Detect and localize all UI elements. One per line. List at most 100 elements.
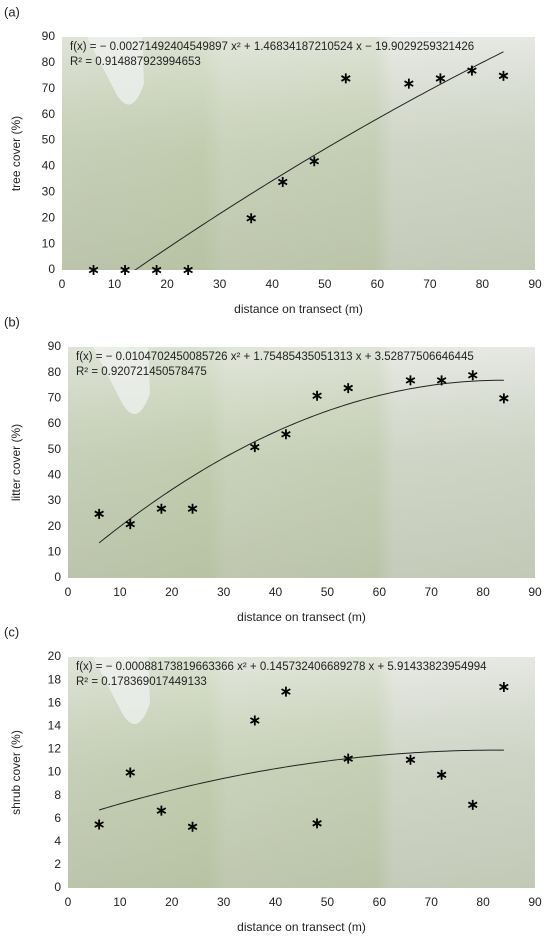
asterisk-marker bbox=[405, 754, 416, 765]
x-tick-label: 70 bbox=[423, 277, 437, 291]
y-axis-label: shrub cover (%) bbox=[9, 730, 23, 815]
y-tick-label: 50 bbox=[48, 442, 62, 456]
asterisk-marker bbox=[156, 503, 167, 514]
y-tick-label: 70 bbox=[42, 81, 56, 95]
y-tick-label: 16 bbox=[48, 695, 62, 709]
y-tick-label: 8 bbox=[54, 788, 61, 802]
trend-equation: f(x) = − 0.0104702450085726 x² + 1.75485… bbox=[76, 351, 474, 363]
x-axis-label: distance on transect (m) bbox=[237, 920, 366, 934]
y-tick-label: 90 bbox=[42, 29, 56, 43]
asterisk-marker bbox=[498, 70, 509, 81]
asterisk-marker bbox=[343, 383, 353, 394]
x-tick-label: 60 bbox=[373, 585, 387, 599]
photo-sky bbox=[93, 657, 150, 724]
y-tick-label: 20 bbox=[42, 210, 56, 224]
x-tick-label: 50 bbox=[321, 585, 335, 599]
asterisk-marker bbox=[88, 265, 99, 275]
asterisk-marker bbox=[125, 767, 136, 778]
y-tick-label: 10 bbox=[48, 765, 62, 779]
y-tick-label: 10 bbox=[48, 545, 62, 559]
r-squared: R² = 0.914887923994653 bbox=[70, 56, 201, 68]
x-tick-label: 20 bbox=[160, 277, 174, 291]
y-tick-label: 20 bbox=[48, 649, 62, 663]
asterisk-marker bbox=[467, 799, 478, 810]
trend-equation: f(x) = − 0.00271492404549897 x² + 1.4683… bbox=[70, 41, 474, 53]
x-tick-label: 10 bbox=[113, 585, 127, 599]
x-tick-label: 70 bbox=[425, 585, 439, 599]
asterisk-marker bbox=[436, 769, 447, 780]
x-tick-label: 10 bbox=[108, 277, 122, 291]
y-tick-label: 60 bbox=[42, 107, 56, 121]
asterisk-marker bbox=[277, 176, 288, 187]
y-tick-label: 40 bbox=[48, 468, 62, 482]
y-tick-label: 14 bbox=[48, 718, 62, 732]
asterisk-marker bbox=[499, 393, 509, 404]
asterisk-marker bbox=[467, 370, 478, 381]
y-tick-label: 6 bbox=[54, 811, 61, 825]
y-tick-label: 12 bbox=[48, 742, 62, 756]
trend-line bbox=[98, 749, 504, 811]
asterisk-marker bbox=[436, 375, 447, 386]
photo-sky bbox=[87, 37, 144, 105]
asterisk-marker bbox=[187, 821, 198, 832]
panel-label: (b) bbox=[4, 314, 20, 329]
r-squared: R² = 0.178369017449133 bbox=[76, 676, 207, 688]
panel-label: (c) bbox=[4, 624, 19, 639]
asterisk-marker bbox=[187, 503, 198, 514]
r-squared: R² = 0.920721450578475 bbox=[76, 366, 207, 378]
x-axis-label: distance on transect (m) bbox=[234, 302, 363, 316]
asterisk-marker bbox=[125, 519, 136, 530]
asterisk-marker bbox=[94, 508, 104, 519]
y-tick-label: 30 bbox=[42, 185, 56, 199]
asterisk-marker bbox=[499, 682, 509, 693]
x-tick-label: 30 bbox=[217, 585, 231, 599]
x-tick-label: 50 bbox=[318, 277, 332, 291]
asterisk-marker bbox=[246, 213, 256, 224]
asterisk-marker bbox=[250, 442, 260, 453]
y-tick-label: 60 bbox=[48, 416, 62, 430]
y-axis-label: tree cover (%) bbox=[9, 116, 23, 191]
x-tick-label: 90 bbox=[528, 895, 542, 909]
y-tick-label: 0 bbox=[54, 880, 61, 894]
asterisk-marker bbox=[156, 805, 167, 816]
asterisk-marker bbox=[404, 78, 414, 89]
asterisk-marker bbox=[94, 819, 104, 830]
trend-line bbox=[98, 379, 504, 544]
y-tick-label: 80 bbox=[42, 55, 56, 69]
trend-line bbox=[134, 51, 504, 270]
y-tick-label: 30 bbox=[48, 493, 62, 507]
asterisk-marker bbox=[281, 429, 291, 440]
x-tick-label: 60 bbox=[373, 895, 387, 909]
x-tick-label: 90 bbox=[528, 585, 542, 599]
photo-sky bbox=[93, 347, 150, 414]
y-tick-label: 40 bbox=[42, 159, 56, 173]
x-tick-label: 20 bbox=[165, 895, 179, 909]
y-tick-label: 0 bbox=[54, 570, 61, 584]
y-tick-label: 50 bbox=[42, 133, 56, 147]
asterisk-marker bbox=[405, 375, 416, 386]
y-tick-label: 10 bbox=[42, 236, 56, 250]
y-tick-label: 80 bbox=[48, 365, 62, 379]
x-tick-label: 40 bbox=[266, 277, 280, 291]
asterisk-marker bbox=[312, 390, 322, 401]
x-tick-label: 80 bbox=[476, 895, 490, 909]
x-tick-label: 40 bbox=[269, 895, 283, 909]
x-tick-label: 60 bbox=[371, 277, 385, 291]
x-tick-label: 20 bbox=[165, 585, 179, 599]
y-tick-label: 20 bbox=[48, 519, 62, 533]
y-tick-label: 4 bbox=[54, 834, 61, 848]
y-axis-label: litter cover (%) bbox=[9, 424, 23, 501]
asterisk-marker bbox=[435, 73, 446, 84]
x-tick-label: 10 bbox=[113, 895, 127, 909]
asterisk-marker bbox=[120, 265, 130, 275]
y-tick-label: 70 bbox=[48, 391, 62, 405]
asterisk-marker bbox=[467, 65, 477, 76]
x-axis-label: distance on transect (m) bbox=[237, 610, 366, 624]
panel-label: (a) bbox=[4, 4, 20, 19]
x-tick-label: 80 bbox=[476, 585, 490, 599]
trend-equation: f(x) = − 0.00088173819663366 x² + 0.1457… bbox=[76, 661, 487, 673]
asterisk-marker bbox=[250, 715, 260, 726]
y-tick-label: 2 bbox=[54, 857, 61, 871]
x-tick-label: 0 bbox=[65, 585, 72, 599]
